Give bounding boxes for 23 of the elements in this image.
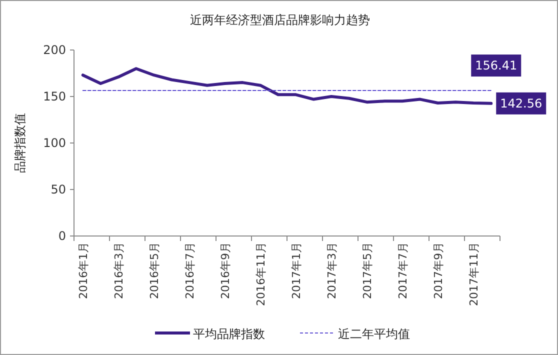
y-axis-title: 品牌指数值 bbox=[13, 113, 27, 173]
x-tick-label: 2016年9月 bbox=[218, 242, 232, 299]
legend-label: 近二年平均值 bbox=[338, 327, 410, 341]
x-tick-label: 2016年5月 bbox=[148, 242, 161, 299]
x-tick-label: 2017年9月 bbox=[432, 242, 445, 299]
data-label: 142.56 bbox=[500, 96, 542, 110]
x-tick-label: 2017年7月 bbox=[396, 242, 410, 299]
x-tick-label: 2017年11月 bbox=[467, 242, 480, 306]
y-tick-label: 50 bbox=[50, 182, 66, 196]
y-tick-label: 150 bbox=[43, 90, 66, 104]
y-tick-label: 0 bbox=[58, 229, 66, 243]
x-tick-label: 2016年11月 bbox=[254, 242, 268, 306]
x-tick-label: 2017年3月 bbox=[325, 242, 338, 299]
x-tick-label: 2016年7月 bbox=[183, 242, 196, 299]
data-label: 156.41 bbox=[475, 58, 518, 73]
legend-label: 平均品牌指数 bbox=[193, 327, 265, 341]
x-tick-label: 2016年1月 bbox=[76, 242, 90, 299]
y-tick-label: 100 bbox=[43, 136, 66, 150]
y-tick-label: 200 bbox=[43, 43, 66, 57]
chart-title: 近两年经济型酒店品牌影响力趋势 bbox=[190, 13, 370, 27]
x-tick-label: 2017年1月 bbox=[290, 242, 303, 299]
x-tick-label: 2017年5月 bbox=[360, 242, 374, 299]
x-tick-label: 2016年3月 bbox=[112, 242, 126, 299]
